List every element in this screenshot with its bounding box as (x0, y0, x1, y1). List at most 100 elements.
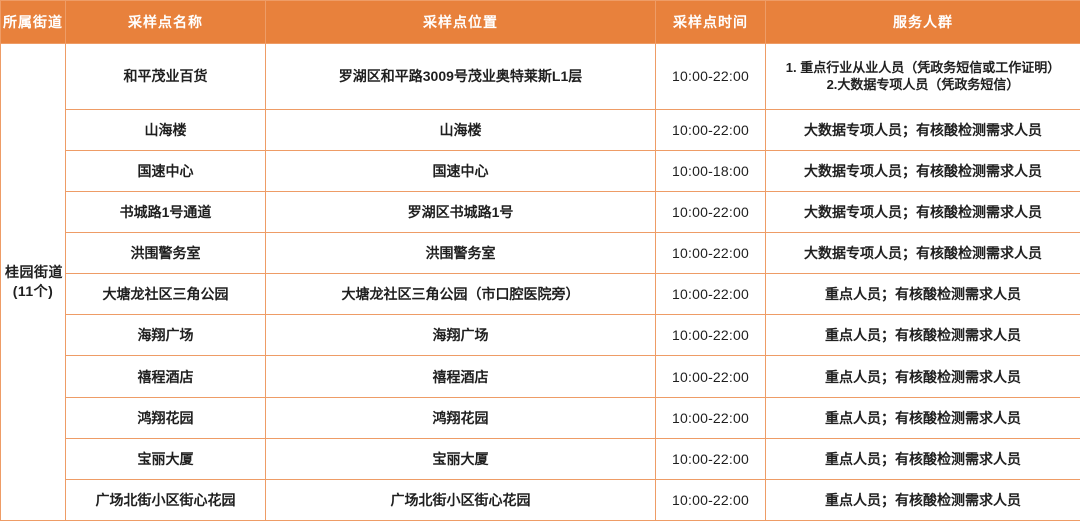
site-location-cell: 海翔广场 (265, 314, 656, 357)
column-header-service-group: 服务人群 (765, 0, 1080, 44)
site-location-cell-text: 罗湖区书城路1号 (407, 204, 514, 221)
site-time-cell: 10:00-18:00 (655, 150, 766, 193)
site-location-cell-text: 鸿翔花园 (432, 409, 489, 426)
table-row: 山海楼 山海楼 10:00-22:00 大数据专项人员；有核酸检测需求人员 (1, 108, 1080, 152)
site-time-cell: 10:00-22:00 (655, 314, 766, 357)
service-group-cell: 大数据专项人员；有核酸检测需求人员 (765, 108, 1080, 152)
table-row: 桂园街道 (11个) 和平茂业百货 罗湖区和平路3009号茂业奥特莱斯L1层 10:00… (0, 43, 1080, 521)
service-group-cell-text: 重点人员；有核酸检测需求人员 (825, 450, 1021, 467)
header-row: 所属街道 采样点名称 采样点位置 采样点时间 服务人群 (0, 0, 1080, 44)
site-time-cell-text: 10:00-22:00 (672, 245, 749, 262)
site-location-cell-text: 大塘龙社区三角公园（市口腔医院旁） (341, 286, 580, 303)
site-time-cell: 10:00-22:00 (655, 43, 766, 110)
site-name-cell-text: 禧程酒店 (137, 368, 194, 385)
table-row: 大塘龙社区三角公园 大塘龙社区三角公园（市口腔医院旁） 10:00-22:00 重点人… (1, 273, 1080, 316)
service-group-cell: 大数据专项人员；有核酸检测需求人员 (765, 191, 1080, 234)
site-location-cell-text: 国速中心 (432, 163, 489, 180)
service-group-cell-text: 大数据专项人员；有核酸检测需求人员 (804, 245, 1042, 262)
site-time-cell: 10:00-22:00 (655, 478, 766, 521)
site-time-cell-text: 10:00-22:00 (672, 204, 749, 221)
site-name-cell-text: 宝丽大厦 (137, 450, 194, 467)
service-group-cell: 大数据专项人员；有核酸检测需求人员 (765, 232, 1080, 275)
service-group-cell: 重点人员；有核酸检测需求人员 (765, 437, 1080, 480)
site-location-cell-text: 海翔广场 (432, 327, 489, 344)
site-location-cell-text: 洪围警务室 (425, 245, 496, 262)
street-cell-text: 桂园街道 (5, 264, 63, 281)
table-row: 书城路1号通道 罗湖区书城路1号 10:00-22:00 大数据专项人员；有核酸检测需… (1, 191, 1080, 234)
site-location-cell-text: 广场北街小区街心花园 (390, 491, 531, 508)
service-group-cell: 重点人员；有核酸检测需求人员 (765, 355, 1080, 398)
table-row: 宝丽大厦 宝丽大厦 10:00-22:00 重点人员；有核酸检测需求人员 (1, 437, 1080, 480)
table-row: 国速中心 国速中心 10:00-18:00 大数据专项人员；有核酸检测需求人员 (1, 150, 1080, 193)
column-header-site-name: 采样点名称 (65, 0, 266, 44)
site-name-cell-text: 洪围警务室 (130, 245, 201, 262)
site-time-cell: 10:00-22:00 (655, 437, 766, 480)
site-time-cell-text: 10:00-22:00 (672, 491, 749, 508)
site-time-cell-text: 10:00-22:00 (672, 450, 749, 467)
table-row: 洪围警务室 洪围警务室 10:00-22:00 大数据专项人员；有核酸检测需求人员 (1, 232, 1080, 275)
service-group-cell-text: 重点人员；有核酸检测需求人员 (825, 368, 1021, 385)
service-group-cell: 重点人员；有核酸检测需求人员 (765, 314, 1080, 357)
site-name-cell-text: 鸿翔花园 (137, 409, 194, 426)
service-group-cell-text: 大数据专项人员；有核酸检测需求人员 (804, 121, 1042, 138)
site-location-cell: 洪围警务室 (265, 232, 656, 275)
service-group-cell: 1. 重点行业从业人员（凭政务短信或工作证明） 2.大数据专项人员（凭政务短信） (765, 43, 1080, 110)
street-cell: 桂园街道 (11个) (0, 43, 66, 521)
site-name-cell: 广场北街小区街心花园 (65, 478, 266, 521)
service-group-cell: 重点人员；有核酸检测需求人员 (765, 273, 1080, 316)
site-name-cell-text: 和平茂业百货 (123, 68, 208, 85)
site-location-cell: 国速中心 (265, 150, 656, 193)
table-row: 鸿翔花园 鸿翔花园 10:00-22:00 重点人员；有核酸检测需求人员 (1, 396, 1080, 439)
site-location-cell-text: 宝丽大厦 (432, 450, 489, 467)
site-name-cell: 和平茂业百货 (65, 43, 266, 110)
service-group-cell-text: 2.大数据专项人员（凭政务短信） (826, 77, 1020, 93)
service-group-cell-text: 重点人员；有核酸检测需求人员 (825, 491, 1021, 508)
site-location-cell: 宝丽大厦 (265, 437, 656, 480)
site-name-cell: 宝丽大厦 (65, 437, 266, 480)
service-group-cell-text: 大数据专项人员；有核酸检测需求人员 (804, 163, 1042, 180)
site-time-cell-text: 10:00-22:00 (672, 121, 749, 138)
site-name-cell: 国速中心 (65, 150, 266, 193)
site-time-cell-text: 10:00-22:00 (672, 368, 749, 385)
site-name-cell: 禧程酒店 (65, 355, 266, 398)
site-name-cell: 鸿翔花园 (65, 396, 266, 439)
column-header-site-location: 采样点位置 (265, 0, 656, 44)
site-name-cell: 书城路1号通道 (65, 191, 266, 234)
site-name-cell: 洪围警务室 (65, 232, 266, 275)
table-row: 海翔广场 海翔广场 10:00-22:00 重点人员；有核酸检测需求人员 (1, 314, 1080, 357)
site-name-cell-text: 山海楼 (144, 121, 187, 138)
site-location-cell: 罗湖区书城路1号 (265, 191, 656, 234)
site-time-cell: 10:00-22:00 (655, 273, 766, 316)
column-header-site-time: 采样点时间 (655, 0, 766, 44)
site-location-cell: 大塘龙社区三角公园（市口腔医院旁） (265, 273, 656, 316)
site-name-cell-text: 书城路1号通道 (119, 204, 212, 221)
site-location-cell-text: 罗湖区和平路3009号茂业奥特莱斯L1层 (338, 68, 583, 85)
service-group-cell-text: 重点人员；有核酸检测需求人员 (825, 409, 1021, 426)
site-time-cell: 10:00-22:00 (655, 232, 766, 275)
site-time-cell: 10:00-22:00 (655, 108, 766, 152)
service-group-cell: 大数据专项人员；有核酸检测需求人员 (765, 150, 1080, 193)
site-time-cell: 10:00-22:00 (655, 191, 766, 234)
site-name-cell: 海翔广场 (65, 314, 266, 357)
site-time-cell-text: 10:00-22:00 (672, 409, 749, 426)
service-group-cell: 重点人员；有核酸检测需求人员 (765, 478, 1080, 521)
site-time-cell-text: 10:00-22:00 (672, 327, 749, 344)
site-name-cell: 大塘龙社区三角公园 (65, 273, 266, 316)
service-group-cell-text: 重点人员；有核酸检测需求人员 (825, 286, 1021, 303)
site-name-cell: 山海楼 (65, 108, 266, 152)
site-name-cell-text: 大塘龙社区三角公园 (102, 286, 229, 303)
site-time-cell-text: 10:00-18:00 (672, 163, 749, 180)
site-location-cell: 罗湖区和平路3009号茂业奥特莱斯L1层 (265, 43, 656, 110)
site-time-cell: 10:00-22:00 (655, 355, 766, 398)
service-group-cell-text: 重点人员；有核酸检测需求人员 (825, 327, 1021, 344)
column-header-street: 所属街道 (0, 0, 66, 44)
site-time-cell-text: 10:00-22:00 (672, 286, 749, 303)
site-location-cell: 山海楼 (265, 108, 656, 152)
site-location-cell: 广场北街小区街心花园 (265, 478, 656, 521)
site-location-cell: 禧程酒店 (265, 355, 656, 398)
table-row: 广场北街小区街心花园 广场北街小区街心花园 10:00-22:00 重点人员；有核酸检… (1, 478, 1080, 521)
site-time-cell: 10:00-22:00 (655, 396, 766, 439)
site-location-cell-text: 山海楼 (439, 121, 482, 138)
